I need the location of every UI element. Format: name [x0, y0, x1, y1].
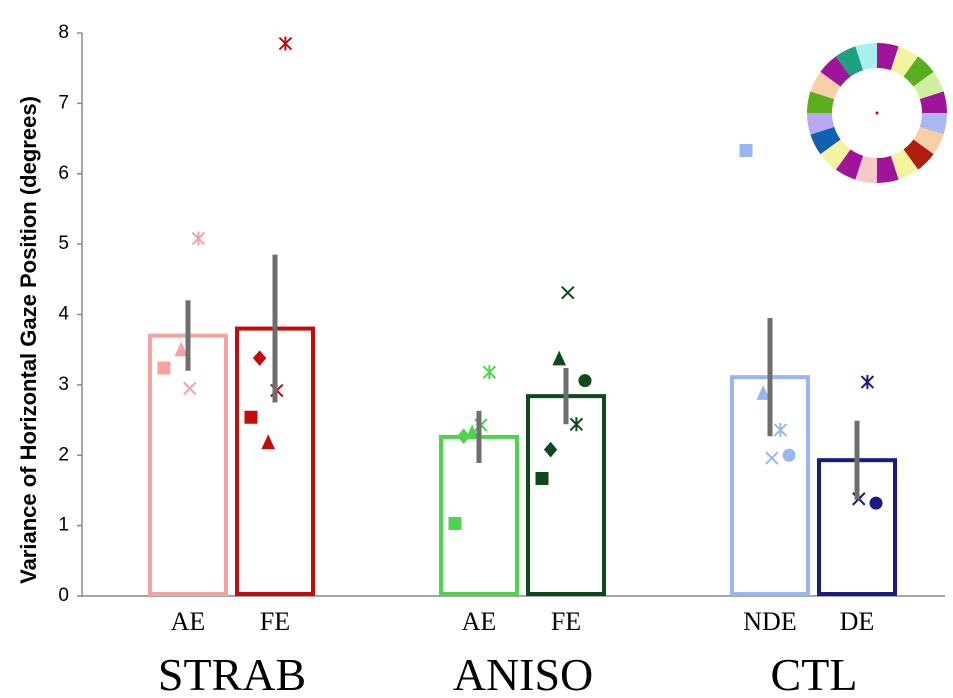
point	[482, 365, 497, 380]
wheel-segment	[820, 56, 851, 87]
point	[456, 428, 471, 445]
y-tick-label: 3	[58, 374, 69, 395]
point	[183, 381, 197, 396]
point	[860, 375, 875, 390]
x-tick-label: DE	[840, 607, 875, 636]
point	[739, 144, 753, 158]
wheel-segment	[807, 91, 835, 113]
y-tick-label: 6	[58, 163, 69, 184]
x-tick-label: AE	[462, 607, 497, 636]
point	[569, 417, 584, 432]
group-label: STRAB	[158, 649, 306, 698]
y-tick-label: 5	[58, 233, 69, 254]
x-tick-label: FE	[260, 607, 290, 636]
point	[773, 422, 788, 437]
wheel-segment	[807, 113, 835, 135]
point	[191, 231, 206, 246]
wheel-segment	[835, 46, 864, 77]
group-label: ANISO	[453, 649, 594, 698]
point	[244, 410, 258, 424]
point	[765, 451, 779, 465]
wheel-center	[875, 111, 879, 115]
wheel-segment	[810, 126, 841, 155]
wheel-segment	[855, 42, 877, 71]
y-axis-title: Variance of Horizontal Gaze Position (de…	[16, 96, 41, 584]
point	[869, 496, 883, 510]
point	[278, 36, 293, 51]
x-tick-label: AE	[171, 607, 206, 636]
point	[543, 441, 558, 458]
point	[578, 374, 592, 388]
x-tick-label: FE	[551, 607, 581, 636]
wheel-segment	[877, 155, 899, 184]
y-tick-label: 8	[58, 22, 69, 43]
y-tick-label: 4	[58, 304, 69, 325]
point	[157, 361, 171, 375]
point	[552, 350, 566, 366]
point	[448, 517, 462, 531]
wheel-segment	[890, 46, 919, 77]
y-tick-label: 1	[58, 515, 69, 536]
point	[756, 385, 770, 400]
wheel-segment	[913, 126, 944, 155]
wheel-segment	[835, 149, 864, 180]
point	[561, 285, 575, 300]
point	[535, 471, 549, 485]
x-tick-label: NDE	[743, 607, 796, 636]
point	[465, 424, 479, 440]
bar	[526, 394, 606, 597]
group-label: CTL	[771, 649, 858, 698]
wheel-segment	[820, 139, 851, 170]
wheel-segment	[890, 149, 919, 180]
point	[782, 448, 796, 462]
wheel-segment	[913, 71, 944, 100]
wheel-segment	[903, 56, 934, 87]
wheel-segment	[903, 139, 934, 170]
wheel-segment	[919, 91, 947, 113]
color-wheel	[807, 42, 947, 184]
y-tick-label: 2	[58, 444, 69, 465]
point	[252, 350, 267, 366]
y-tick-label: 0	[58, 585, 69, 606]
point	[174, 341, 188, 357]
y-tick-label: 7	[58, 92, 69, 113]
wheel-segment	[855, 155, 877, 184]
wheel-segment	[810, 71, 841, 100]
wheel-segment	[877, 42, 899, 71]
point	[261, 434, 275, 450]
wheel-segment	[919, 113, 947, 135]
